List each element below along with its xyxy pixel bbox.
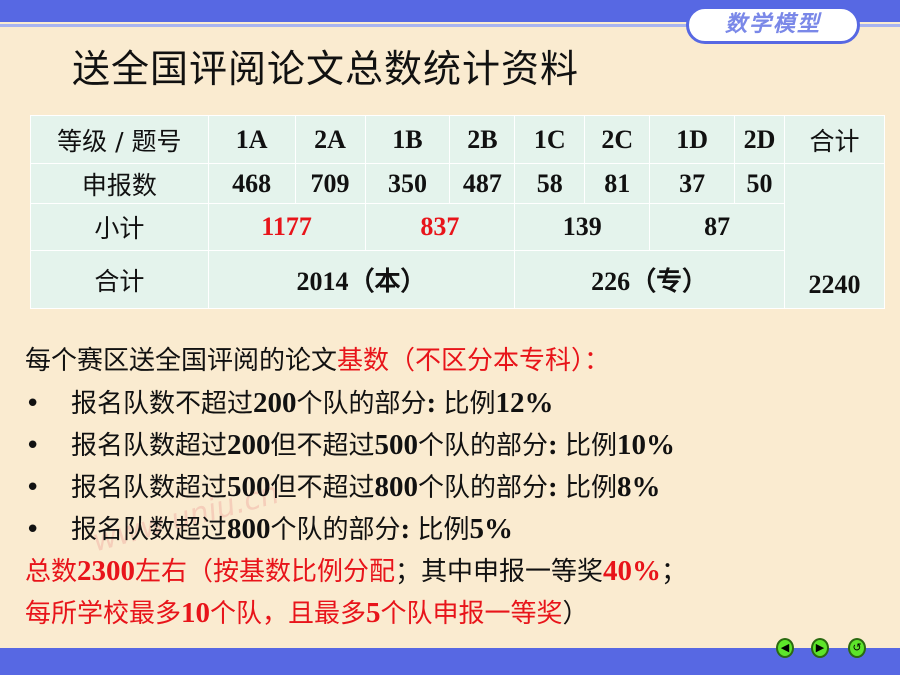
table-cell: 50	[734, 163, 786, 204]
next-slide-icon[interactable]: ▶	[811, 638, 829, 658]
text-line: • 报名队数超过200但不超过500个队的部分: 比例10%	[25, 424, 687, 466]
text-segment: 12%	[495, 387, 554, 419]
subtotal-cell: 139	[514, 203, 651, 251]
text-segment: 基数（不区分本专科）：	[337, 346, 611, 376]
text-segment: ）	[562, 599, 589, 629]
header-cell: 1C	[514, 115, 586, 164]
text-segment: 总数	[25, 557, 78, 587]
text-segment: 每所学校最多	[25, 599, 182, 629]
total-cell: 226（专）	[514, 250, 786, 309]
text-segment: :	[548, 471, 565, 503]
bullet: •	[25, 389, 41, 419]
text-segment: 报名队数不超过	[71, 389, 254, 419]
bottom-bar	[0, 648, 900, 675]
text-segment: ；其中申报一等奖	[395, 557, 604, 587]
header-row: 等级 / 题号 1A 2A 1B 2B 1C 2C 1D 2D 合计	[30, 115, 885, 164]
table-cell: 350	[364, 163, 451, 204]
text-segment: 2300	[77, 555, 136, 587]
text-line: • 报名队数超过800个队的部分: 比例5%	[25, 508, 687, 550]
header-cell: 合计	[784, 115, 885, 164]
text-line: 每所学校最多10个队，且最多5个队申报一等奖）	[25, 592, 687, 634]
text-segment: 个队的部分	[270, 515, 401, 545]
table-cell: 58	[514, 163, 586, 204]
total-cell: 2014（本）	[207, 250, 516, 309]
text-segment: 但不超过	[270, 431, 375, 461]
header-cell: 1B	[364, 115, 451, 164]
table-cell: 468	[207, 163, 296, 204]
row-label: 合计	[30, 250, 209, 309]
header-cell: 2D	[734, 115, 786, 164]
text-segment: 10%	[616, 429, 675, 461]
text-segment: 比例	[417, 515, 470, 545]
header-cell: 等级 / 题号	[30, 115, 209, 164]
text-segment: 比例	[564, 473, 617, 503]
table-cell: 709	[294, 163, 366, 204]
text-line: 总数2300左右（按基数比例分配；其中申报一等奖40%；	[25, 550, 687, 592]
text-segment: :	[400, 513, 418, 545]
text-segment: 个队的部分	[418, 473, 549, 503]
row-label: 小计	[30, 203, 209, 251]
total-row: 合计 2014（本） 226（专）	[30, 250, 885, 309]
text-segment: 200	[253, 387, 297, 419]
bullet: •	[25, 473, 41, 503]
header-cell: 2A	[294, 115, 366, 164]
text-segment: ；	[661, 557, 688, 587]
bullet: •	[25, 431, 41, 461]
table-cell: 37	[649, 163, 736, 204]
text-segment: 200	[227, 429, 271, 461]
text-segment: 个队，且最多	[210, 599, 367, 629]
table-cell: 487	[449, 163, 516, 204]
text-segment: 报名队数超过	[71, 431, 228, 461]
bullet: •	[25, 515, 41, 545]
table-cell: 81	[584, 163, 651, 204]
section-badge: 数学模型	[686, 6, 860, 44]
text-segment: 500	[374, 429, 419, 461]
text-segment: 10	[181, 597, 211, 629]
text-segment: 个队的部分	[296, 389, 427, 419]
prev-slide-icon[interactable]: ◀	[776, 638, 794, 658]
header-cell: 2C	[584, 115, 651, 164]
body-text: 每个赛区送全国评阅的论文基数（不区分本专科）： • 报名队数不超过200个队的部分:…	[25, 340, 687, 634]
text-segment: 左右（按基数比例分配	[135, 557, 396, 587]
row-label: 申报数	[30, 163, 209, 204]
text-segment: 8%	[616, 471, 661, 503]
text-line: • 报名队数不超过200个队的部分: 比例12%	[25, 382, 687, 424]
header-cell: 1A	[207, 115, 296, 164]
header-cell: 2B	[449, 115, 516, 164]
text-segment: 5	[366, 597, 381, 629]
text-segment: 但不超过	[270, 473, 375, 503]
text-segment: 个队的部分	[418, 431, 549, 461]
text-segment: 40%	[603, 555, 662, 587]
grand-total: 2240	[784, 163, 885, 309]
text-segment: 500	[227, 471, 271, 503]
top-divider	[0, 24, 900, 27]
text-line: 每个赛区送全国评阅的论文基数（不区分本专科）：	[25, 340, 687, 382]
subtotal-row: 小计 1177 837 139 87	[30, 203, 885, 251]
stats-table: 等级 / 题号 1A 2A 1B 2B 1C 2C 1D 2D 合计 申报数 4…	[30, 115, 885, 309]
text-segment: 800	[374, 471, 419, 503]
return-icon[interactable]: ↺	[848, 638, 866, 658]
subtotal-cell: 837	[364, 203, 516, 251]
text-segment: 报名队数超过	[71, 473, 228, 503]
text-segment: 每个赛区送全国评阅的论文	[25, 346, 338, 376]
text-segment: 个队申报一等奖	[380, 599, 563, 629]
text-segment: 800	[227, 513, 271, 545]
subtotal-cell: 1177	[207, 203, 366, 251]
top-bar	[0, 0, 900, 22]
header-cell: 1D	[649, 115, 736, 164]
subtotal-cell: 87	[649, 203, 786, 251]
text-segment: :	[548, 429, 565, 461]
text-line: • 报名队数超过500但不超过800个队的部分: 比例8%	[25, 466, 687, 508]
slide-title: 送全国评阅论文总数统计资料	[72, 47, 580, 91]
text-segment: 报名队数超过	[71, 515, 228, 545]
text-segment: 比例	[443, 389, 496, 419]
text-segment: 比例	[564, 431, 617, 461]
reported-row: 申报数 468 709 350 487 58 81 37 50 2240	[30, 163, 885, 309]
text-segment: :	[426, 387, 444, 419]
text-segment: 5%	[469, 513, 513, 545]
